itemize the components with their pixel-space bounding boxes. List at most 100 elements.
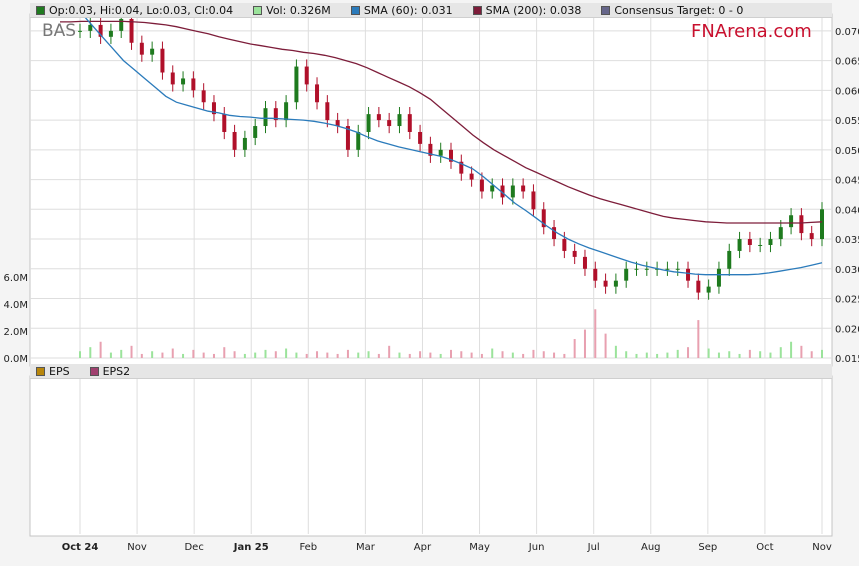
candle-body <box>758 244 763 246</box>
time-tick-label: Oct 24 <box>62 542 99 553</box>
volume-bar <box>779 347 782 358</box>
price-tick-label: 0.035 <box>835 235 859 246</box>
candle-body <box>119 18 124 31</box>
volume-bar <box>89 347 92 358</box>
volume-bar <box>522 353 525 358</box>
price-panel <box>29 13 833 367</box>
candle-body <box>727 250 732 269</box>
legend-target: Consensus Target: 0 - 0 <box>601 4 743 17</box>
time-tick-label: Sep <box>698 542 717 553</box>
candle-body <box>376 114 381 121</box>
legend-eps2-label: EPS2 <box>102 364 131 378</box>
candle-body <box>325 102 330 121</box>
volume-bar <box>171 348 174 358</box>
candle-body <box>449 149 453 162</box>
candle-body <box>634 268 639 270</box>
volume-bar <box>501 351 504 358</box>
candle-body <box>407 114 412 132</box>
brand-logo: FNArena.com <box>691 21 812 42</box>
candles <box>78 11 824 300</box>
volume-bar <box>254 352 257 358</box>
volume-bar <box>120 349 123 358</box>
candle-body <box>562 239 567 251</box>
volume-bar <box>635 353 638 358</box>
volume-bar <box>367 351 370 358</box>
volume-axis-labels: 6.0M 4.0M 2.0M 0.0M <box>3 273 28 365</box>
price-tick-label: 0.020 <box>835 324 859 335</box>
time-tick-label: Nov <box>127 542 147 553</box>
candle-body <box>232 131 237 150</box>
price-tick-label: 0.070 <box>835 27 859 38</box>
volume-bar <box>790 341 793 358</box>
volume-bar <box>377 353 380 358</box>
candle-body <box>181 78 186 85</box>
volume-bar <box>316 351 319 358</box>
candle-body <box>716 268 721 287</box>
volume-bar <box>656 353 659 358</box>
price-tick-label: 0.045 <box>835 176 859 187</box>
candle-body <box>737 239 742 251</box>
volume-bar <box>759 351 762 358</box>
volume-bar <box>480 353 483 358</box>
eps-legend: EPS EPS2 <box>30 364 832 379</box>
volume-bar <box>109 352 112 358</box>
volume-bar <box>346 349 349 358</box>
candle-body <box>789 215 794 228</box>
candle-body <box>778 227 783 240</box>
time-tick-label: Oct <box>756 542 773 553</box>
candle-body <box>139 42 144 55</box>
volume-bar <box>223 347 226 358</box>
volume-tick-label: 4.0M <box>3 300 28 311</box>
candle-body <box>531 191 536 210</box>
volume-bar <box>295 352 298 358</box>
volume-tick-label: 2.0M <box>3 327 28 338</box>
candle-body <box>686 268 691 281</box>
price-axis-labels: 0.070 0.065 0.060 0.055 0.050 0.045 0.040 0.035… <box>835 27 859 365</box>
volume-bars <box>79 309 823 358</box>
candle-body <box>624 268 629 281</box>
volume-bar <box>264 349 267 358</box>
volume-bar <box>419 351 422 358</box>
sma200-line <box>60 20 823 224</box>
volume-bar <box>604 333 607 358</box>
volume-bar <box>79 351 81 358</box>
candle-body <box>88 24 93 31</box>
candle-body <box>315 84 320 103</box>
volume-bar <box>666 352 669 358</box>
volume-bar <box>625 351 628 358</box>
candle-body <box>582 256 587 269</box>
volume-tick-label: 6.0M <box>3 273 28 284</box>
candle-body <box>273 108 278 121</box>
eps-swatch-icon <box>36 366 45 376</box>
volume-bar <box>212 353 215 358</box>
candle-body <box>263 108 268 127</box>
price-tick-label: 0.050 <box>835 146 859 157</box>
volume-bar <box>717 352 720 358</box>
candle-body <box>593 268 598 281</box>
volume-bar <box>491 348 494 358</box>
legend-sma200: SMA (200): 0.038 <box>472 4 581 17</box>
candle-body <box>696 280 701 293</box>
candle-body <box>129 18 134 43</box>
volume-bar <box>274 351 277 358</box>
volume-bar <box>748 349 751 358</box>
legend-volume: Vol: 0.326M <box>253 4 331 17</box>
candle-body <box>572 250 577 257</box>
candle-body <box>222 114 227 132</box>
candle-body <box>747 239 752 245</box>
volume-bar <box>821 349 823 358</box>
candle-body <box>170 72 175 85</box>
price-tick-label: 0.060 <box>835 86 859 97</box>
volume-bar <box>542 351 545 358</box>
volume-bar <box>192 349 195 358</box>
candle-body <box>366 114 371 132</box>
candle-body <box>78 30 82 32</box>
volume-bar <box>697 320 700 358</box>
candle-body <box>613 280 618 287</box>
volume-bar <box>563 353 566 358</box>
candle-body <box>479 179 484 192</box>
time-tick-label: Jan 25 <box>233 542 269 553</box>
candle-body <box>304 66 309 85</box>
volume-swatch-icon <box>253 5 263 15</box>
volume-bar <box>233 351 236 358</box>
